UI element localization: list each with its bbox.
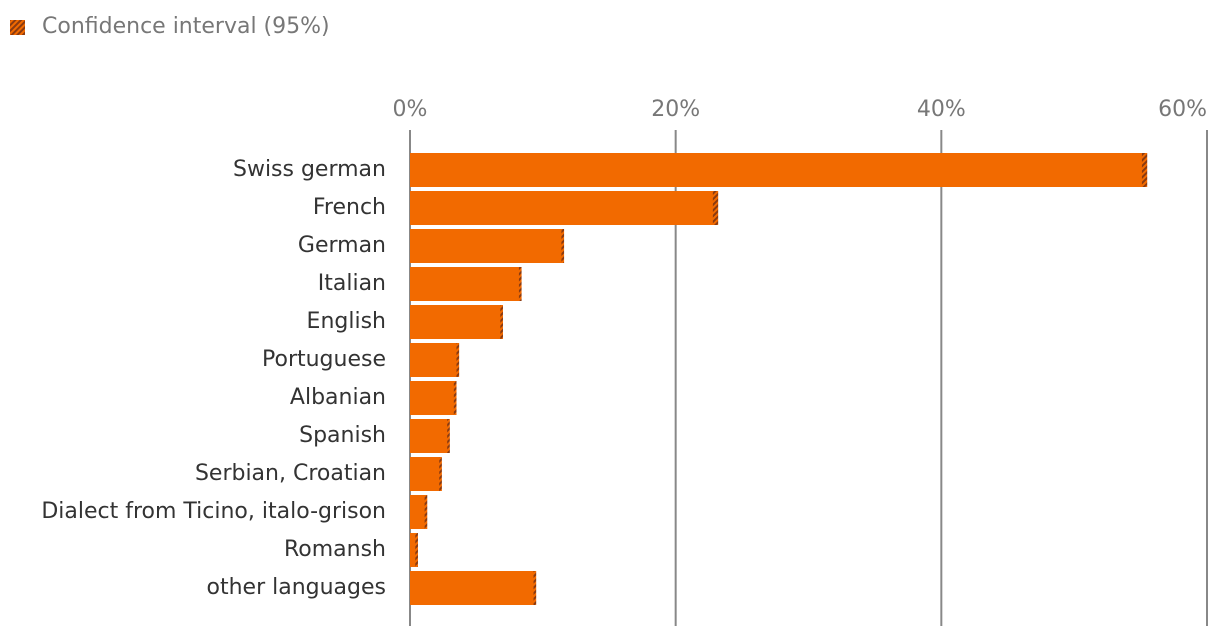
y-tick-label: Serbian, Croatian <box>195 461 386 486</box>
error-bar <box>518 267 522 301</box>
error-bar <box>500 305 503 339</box>
error-bar <box>561 229 565 263</box>
y-tick-label: other languages <box>207 575 387 600</box>
bar <box>410 457 441 491</box>
bar <box>410 343 458 377</box>
x-tick-label: 0% <box>393 97 428 122</box>
error-bar <box>456 343 460 377</box>
y-tick-label: Swiss german <box>233 157 386 182</box>
y-tick-label: Portuguese <box>262 347 386 372</box>
legend-label: Confidence interval (95%) <box>42 14 330 39</box>
error-bar <box>453 381 457 415</box>
bar <box>410 533 417 567</box>
x-tick-label: 40% <box>917 97 966 122</box>
error-bar <box>447 419 450 453</box>
bar <box>410 229 563 263</box>
bar <box>410 381 456 415</box>
bar <box>410 305 502 339</box>
error-bar <box>1141 153 1148 187</box>
error-bar <box>415 533 418 567</box>
y-tick-label: Dialect from Ticino, italo-grison <box>41 499 386 524</box>
bar <box>410 267 521 301</box>
y-tick-label: Albanian <box>290 385 386 410</box>
y-tick-label: English <box>307 309 386 334</box>
error-bar <box>439 457 442 491</box>
bar <box>410 153 1145 187</box>
y-tick-label: Spanish <box>299 423 386 448</box>
y-tick-label: German <box>298 233 386 258</box>
y-tick-label: Italian <box>318 271 386 296</box>
bar <box>410 571 535 605</box>
x-tick-label: 60% <box>1158 97 1207 122</box>
bar <box>410 419 449 453</box>
legend-swatch <box>10 20 25 35</box>
bar <box>410 495 426 529</box>
error-bar <box>533 571 537 605</box>
x-tick-label: 20% <box>651 97 700 122</box>
y-tick-label: French <box>313 195 386 220</box>
bar <box>410 191 716 225</box>
error-bar <box>712 191 719 225</box>
error-bar <box>424 495 428 529</box>
y-tick-label: Romansh <box>284 537 386 562</box>
